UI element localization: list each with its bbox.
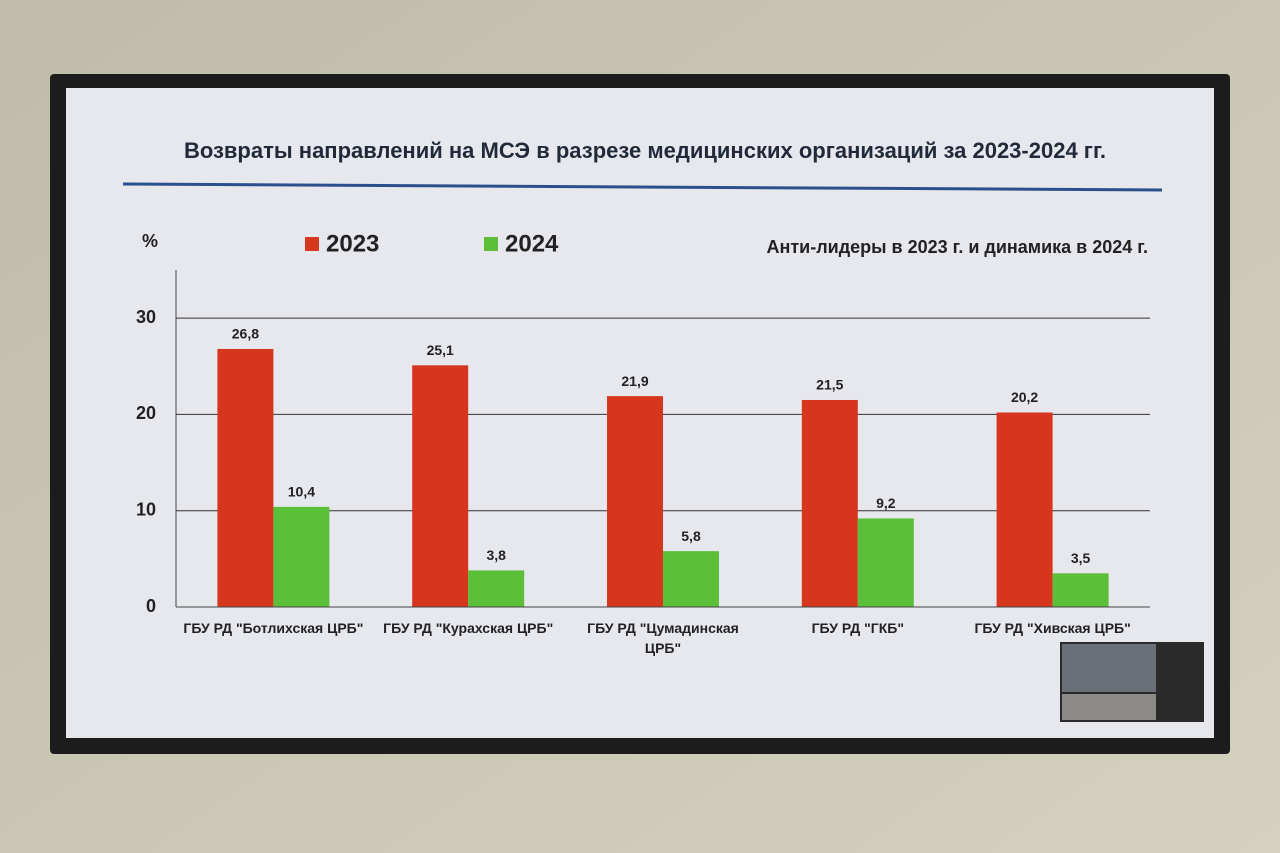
legend-swatch xyxy=(484,237,498,251)
bar xyxy=(1052,573,1109,607)
chart-title: Возвраты направлений на МСЭ в разрезе ме… xyxy=(184,138,1106,163)
legend-swatch xyxy=(305,237,319,251)
y-tick-label: 0 xyxy=(146,596,156,616)
bar xyxy=(801,399,858,607)
value-label: 3,5 xyxy=(1071,550,1091,566)
x-tick-label: ГБУ РД "ГКБ" xyxy=(811,620,904,636)
x-tick-label: ГБУ РД "Курахская ЦРБ" xyxy=(383,620,554,636)
title-underline xyxy=(122,182,1163,192)
value-label: 10,4 xyxy=(288,484,315,500)
value-label: 25,1 xyxy=(427,342,454,358)
bar xyxy=(607,396,663,607)
y-axis-label: % xyxy=(142,231,158,251)
bar xyxy=(273,506,330,607)
bar xyxy=(468,570,525,607)
legend-label: 2023 xyxy=(326,230,379,257)
legend-label: 2024 xyxy=(505,230,559,257)
value-label: 26,8 xyxy=(232,326,259,342)
value-label: 20,2 xyxy=(1011,389,1038,405)
value-label: 21,9 xyxy=(621,373,648,389)
x-tick-label: ГБУ РД "Ботлихская ЦРБ" xyxy=(183,620,364,636)
x-tick-label: ГБУ РД "Хивская ЦРБ" xyxy=(974,620,1131,636)
value-label: 3,8 xyxy=(486,547,506,563)
video-feed xyxy=(1062,644,1156,692)
y-tick-label: 30 xyxy=(136,307,156,327)
video-feed xyxy=(1062,694,1156,720)
bar xyxy=(217,348,274,607)
bar xyxy=(996,412,1053,607)
value-label: 9,2 xyxy=(876,495,896,511)
chart-subtitle: Анти-лидеры в 2023 г. и динамика в 2024 … xyxy=(766,237,1148,257)
y-tick-label: 20 xyxy=(136,403,156,423)
value-label: 21,5 xyxy=(816,377,843,393)
x-tick-label: ГБУ РД "Цумадинская ЦРБ" xyxy=(587,620,739,656)
bar xyxy=(412,365,469,607)
bar xyxy=(857,518,914,607)
bar xyxy=(663,551,719,607)
value-label: 5,8 xyxy=(681,528,701,544)
y-tick-label: 10 xyxy=(136,499,156,519)
